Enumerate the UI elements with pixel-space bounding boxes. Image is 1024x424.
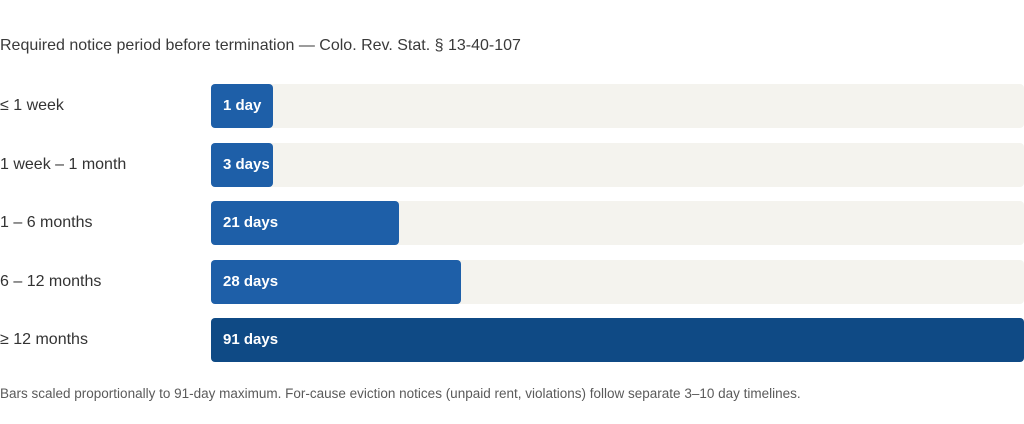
- bar-row: ≤ 1 week 1 day: [0, 84, 1024, 128]
- bar: 1 day: [211, 84, 273, 128]
- bar-track: 91 days: [211, 318, 1024, 362]
- bar-value-label: 91 days: [223, 331, 279, 348]
- bar-value-label: 21 days: [223, 214, 279, 231]
- chart-footnote: Bars scaled proportionally to 91-day max…: [0, 386, 801, 401]
- category-label: 6 – 12 months: [0, 272, 102, 290]
- bar-row: 1 week – 1 month 3 days: [0, 142, 1024, 187]
- category-label: ≤ 1 week: [0, 97, 64, 114]
- bar: 21 days: [211, 201, 399, 245]
- bar-row: 1 – 6 months 21 days: [0, 201, 1024, 245]
- bar: 3 days: [211, 142, 273, 187]
- bar-track: 3 days: [211, 142, 1024, 187]
- bar-value-label: 3 days: [223, 155, 270, 173]
- category-label: 1 week – 1 month: [0, 155, 127, 173]
- category-label: 1 – 6 months: [0, 214, 93, 231]
- bar-track: 1 day: [211, 84, 1024, 128]
- bar: 28 days: [211, 259, 462, 304]
- bar-track: 28 days: [211, 259, 1024, 304]
- chart-title: Required notice period before terminatio…: [0, 37, 521, 54]
- bar-value-label: 1 day: [223, 97, 262, 114]
- category-label: ≥ 12 months: [0, 331, 88, 348]
- bar-track: 21 days: [211, 201, 1024, 245]
- bar-row: ≥ 12 months 91 days: [0, 318, 1024, 362]
- bar-row: 6 – 12 months 28 days: [0, 259, 1024, 304]
- bar: 91 days: [211, 318, 1024, 362]
- bar-value-label: 28 days: [223, 272, 279, 290]
